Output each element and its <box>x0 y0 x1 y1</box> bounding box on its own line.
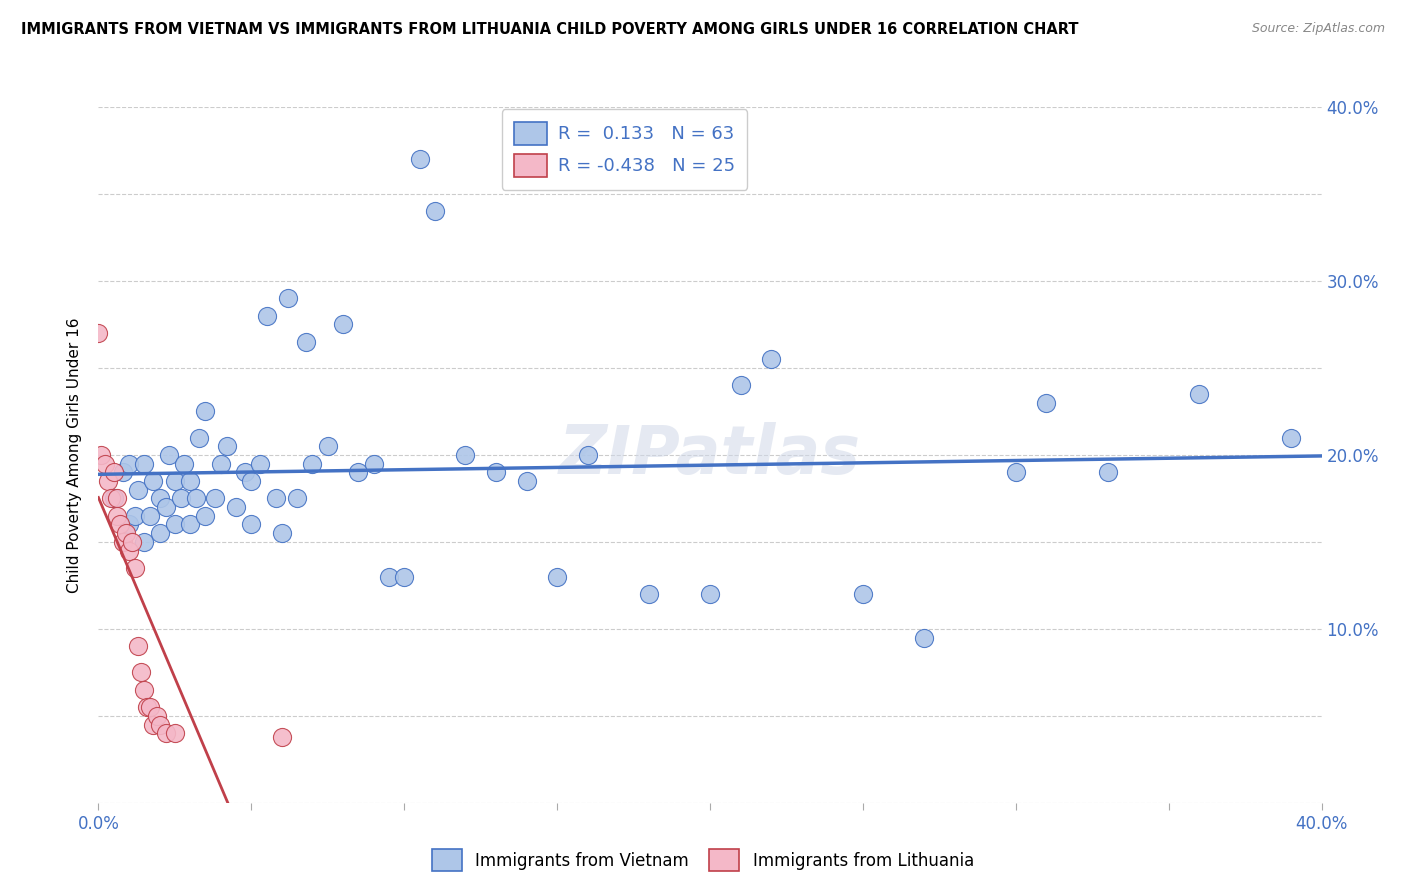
Point <box>209 457 232 471</box>
Point <box>637 587 661 601</box>
Point <box>103 466 125 480</box>
Point <box>121 534 143 549</box>
Point <box>105 508 128 523</box>
Point <box>730 378 752 392</box>
Point <box>240 474 263 488</box>
Point <box>134 534 156 549</box>
Point <box>118 457 141 471</box>
Point <box>186 491 208 506</box>
Point <box>233 466 256 480</box>
Point <box>264 491 287 506</box>
Point <box>188 431 211 445</box>
Point <box>163 474 186 488</box>
Point <box>270 526 292 541</box>
Point <box>124 561 146 575</box>
Point <box>295 334 318 349</box>
Text: IMMIGRANTS FROM VIETNAM VS IMMIGRANTS FROM LITHUANIA CHILD POVERTY AMONG GIRLS U: IMMIGRANTS FROM VIETNAM VS IMMIGRANTS FR… <box>21 22 1078 37</box>
Point <box>139 508 162 523</box>
Point <box>316 439 339 453</box>
Point <box>163 726 186 740</box>
Point <box>157 448 180 462</box>
Point <box>1035 396 1057 410</box>
Point <box>225 500 247 514</box>
Point <box>155 726 177 740</box>
Point <box>90 448 112 462</box>
Point <box>363 457 385 471</box>
Point <box>127 483 149 497</box>
Point <box>347 466 370 480</box>
Point <box>912 631 935 645</box>
Point <box>194 508 217 523</box>
Legend: Immigrants from Vietnam, Immigrants from Lithuania: Immigrants from Vietnam, Immigrants from… <box>423 841 983 880</box>
Point <box>204 491 226 506</box>
Point <box>392 570 416 584</box>
Point <box>240 517 263 532</box>
Point <box>87 326 110 340</box>
Point <box>759 352 782 367</box>
Point <box>142 474 165 488</box>
Point <box>215 439 238 453</box>
Point <box>285 491 308 506</box>
Point <box>155 500 177 514</box>
Point <box>277 291 299 305</box>
Point <box>546 570 568 584</box>
Point <box>332 318 354 332</box>
Point <box>179 474 201 488</box>
Point <box>136 700 159 714</box>
Legend: R =  0.133   N = 63, R = -0.438   N = 25: R = 0.133 N = 63, R = -0.438 N = 25 <box>502 109 747 190</box>
Text: Source: ZipAtlas.com: Source: ZipAtlas.com <box>1251 22 1385 36</box>
Point <box>1188 387 1211 401</box>
Point <box>378 570 401 584</box>
Point <box>699 587 721 601</box>
Point <box>149 717 172 731</box>
Point <box>118 543 141 558</box>
Point <box>852 587 875 601</box>
Point <box>173 457 195 471</box>
Point <box>576 448 599 462</box>
Point <box>129 665 152 680</box>
Point <box>423 204 446 219</box>
Point <box>485 466 508 480</box>
Point <box>103 491 125 506</box>
Point <box>149 491 172 506</box>
Point <box>100 491 122 506</box>
Point <box>249 457 271 471</box>
Point <box>124 508 146 523</box>
Point <box>115 526 138 541</box>
Point <box>145 708 167 723</box>
Point <box>163 517 186 532</box>
Point <box>134 457 156 471</box>
Point <box>408 152 430 166</box>
Point <box>516 474 538 488</box>
Point <box>149 526 172 541</box>
Point <box>301 457 323 471</box>
Y-axis label: Child Poverty Among Girls Under 16: Child Poverty Among Girls Under 16 <box>67 318 83 592</box>
Point <box>108 517 131 532</box>
Point <box>111 466 134 480</box>
Point <box>105 491 128 506</box>
Point <box>97 474 120 488</box>
Point <box>127 639 149 653</box>
Point <box>270 730 292 744</box>
Point <box>93 457 115 471</box>
Point <box>194 404 217 418</box>
Point <box>118 517 141 532</box>
Point <box>179 517 201 532</box>
Point <box>139 700 162 714</box>
Point <box>142 717 165 731</box>
Point <box>256 309 278 323</box>
Point <box>111 534 134 549</box>
Text: ZIPatlas: ZIPatlas <box>560 422 860 488</box>
Point <box>1279 431 1302 445</box>
Point <box>1097 466 1119 480</box>
Point <box>134 682 156 697</box>
Point <box>1004 466 1026 480</box>
Point <box>170 491 193 506</box>
Point <box>454 448 477 462</box>
